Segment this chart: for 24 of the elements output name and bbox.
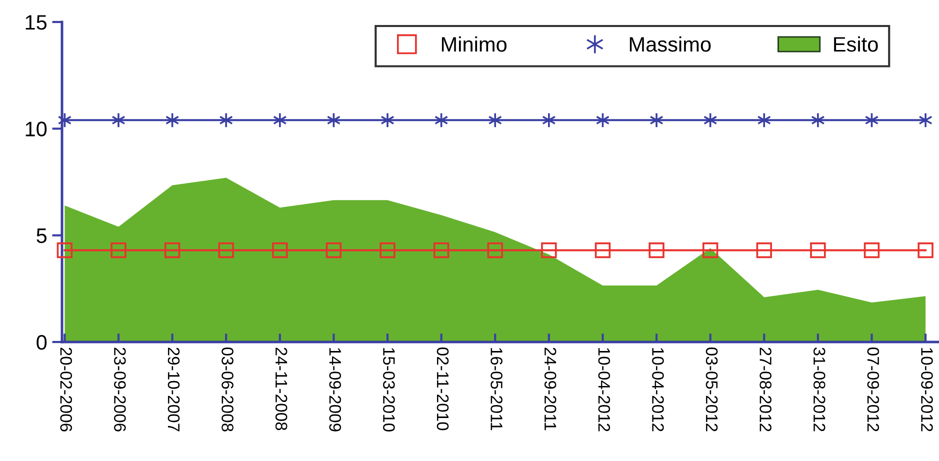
y-tick-label: 5 [36, 228, 47, 244]
x-tick-label: 02-11-2010 [436, 348, 449, 430]
x-tick-label: 29-10-2007 [168, 348, 180, 432]
x-tick-label: 16-05-2011 [490, 348, 502, 430]
x-tick-label: 14-09-2009 [329, 348, 342, 432]
x-tick-label: 10-04-2012 [598, 348, 610, 432]
x-tick-label: 07-09-2012 [867, 348, 880, 432]
x-tick-label: 03-05-2012 [706, 348, 718, 432]
legend-label: Esito [834, 36, 878, 52]
y-tick-label: 15 [26, 15, 47, 30]
x-tick-label: 10-04-2012 [652, 348, 664, 432]
legend-label: Massimo [630, 36, 711, 52]
y-tick-label: 10 [26, 122, 47, 136]
x-tick-label: 15-03-2010 [383, 348, 395, 432]
x-tick-label: 24-11-2008 [275, 348, 288, 430]
legend-label: Minimo [442, 36, 507, 52]
y-tick-label: 0 [36, 335, 47, 350]
x-tick-label: 20-02-2006 [60, 348, 72, 432]
x-tick-label: 23-09-2006 [114, 348, 126, 432]
x-tick-label: 24-09-2011 [544, 348, 556, 430]
x-tick-label: 10-09-2012 [921, 348, 933, 432]
x-tick-label: 31-08-2012 [813, 347, 826, 432]
x-tick-label: 03-06-2008 [222, 348, 234, 432]
x-tick-label: 27-08-2012 [760, 348, 772, 432]
